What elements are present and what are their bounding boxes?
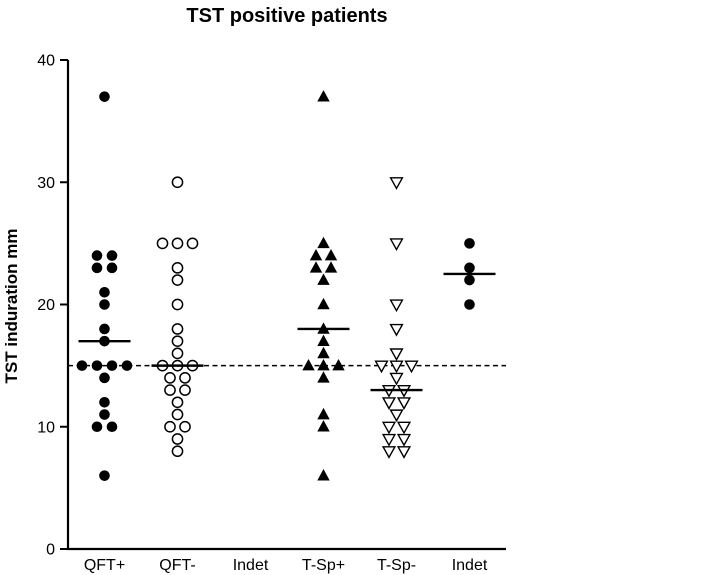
- data-point-filled-circle: [99, 91, 110, 102]
- x-axis-category-label: T-Sp+: [302, 557, 345, 574]
- y-tick-label: 0: [46, 542, 55, 559]
- data-point-filled-circle: [464, 238, 475, 249]
- y-tick-label: 10: [37, 419, 55, 436]
- data-point-open-circle: [171, 433, 184, 445]
- y-tick-label: 20: [37, 297, 55, 314]
- data-point-open-circle: [179, 372, 191, 384]
- data-point-open-triangle-down: [381, 446, 397, 459]
- data-point-filled-circle: [106, 360, 118, 371]
- data-point-open-circle: [171, 408, 184, 421]
- data-point-open-circle: [186, 237, 199, 250]
- data-point-filled-triangle: [317, 273, 330, 285]
- data-point-filled-circle: [106, 421, 118, 433]
- data-point-filled-triangle: [317, 371, 330, 383]
- data-point-filled-triangle: [317, 334, 330, 346]
- data-point-filled-circle: [106, 262, 118, 274]
- data-point-open-triangle-down: [389, 360, 404, 374]
- data-point-open-circle: [179, 384, 191, 396]
- data-point-filled-triangle: [317, 420, 330, 432]
- data-point-filled-triangle: [317, 346, 330, 359]
- y-axis-title: TST induration mm: [2, 229, 21, 384]
- data-point-open-triangle-down: [396, 421, 412, 435]
- data-point-filled-triangle: [317, 407, 330, 420]
- data-point-open-circle: [179, 420, 191, 433]
- data-point-filled-triangle: [317, 469, 330, 481]
- x-axis-category-label: Indet: [233, 557, 269, 574]
- data-point-open-triangle-down: [389, 323, 404, 337]
- data-point-open-circle: [164, 384, 176, 396]
- data-point-filled-triangle: [302, 359, 315, 371]
- data-point-filled-circle: [91, 421, 103, 433]
- data-point-filled-triangle: [324, 249, 338, 261]
- x-axis-category-label: QFT+: [84, 557, 125, 574]
- data-point-open-circle: [171, 298, 184, 311]
- data-point-filled-circle: [99, 409, 110, 420]
- data-point-open-circle: [171, 323, 184, 335]
- data-point-filled-circle: [464, 299, 475, 310]
- data-point-open-triangle-down: [404, 360, 419, 374]
- plot-area: 0 10 20 30 40 QFT+ QFT- Indet T-Sp+ T-Sp- Indet: [37, 53, 506, 574]
- data-point-filled-triangle: [324, 261, 338, 273]
- y-tick-label: 30: [37, 175, 55, 192]
- data-point-filled-circle: [99, 470, 110, 481]
- data-point-open-triangle-down: [389, 238, 404, 252]
- data-point-filled-triangle: [332, 359, 345, 371]
- data-point-open-circle: [171, 176, 184, 189]
- x-axis-category-label: T-Sp-: [377, 557, 416, 574]
- data-point-open-triangle-down: [396, 433, 412, 447]
- data-point-filled-circle: [76, 360, 88, 371]
- data-point-open-triangle-down: [381, 421, 397, 435]
- data-point-open-circle: [171, 347, 184, 360]
- data-point-filled-triangle: [309, 249, 323, 261]
- data-point-filled-circle: [99, 286, 110, 298]
- data-point-filled-circle: [99, 372, 110, 384]
- data-point-open-circle: [156, 237, 169, 250]
- data-point-filled-circle: [464, 262, 475, 274]
- data-point-open-triangle-down: [389, 372, 404, 386]
- data-point-open-circle: [171, 261, 184, 274]
- data-point-filled-triangle: [317, 359, 330, 371]
- data-point-open-circle: [164, 372, 176, 384]
- data-point-open-triangle-down: [381, 397, 397, 410]
- data-point-filled-triangle: [309, 261, 323, 273]
- data-point-open-circle: [171, 274, 184, 286]
- data-point-open-triangle-down: [389, 409, 404, 423]
- data-point-open-circle: [171, 445, 184, 458]
- data-point-open-triangle-down: [389, 299, 404, 313]
- data-point-filled-triangle: [317, 236, 330, 249]
- data-point-filled-triangle: [317, 297, 330, 310]
- y-tick-label: 40: [37, 53, 55, 70]
- data-point-open-triangle-down: [374, 360, 389, 374]
- data-point-open-triangle-down: [381, 433, 397, 447]
- data-point-open-triangle-down: [389, 177, 404, 190]
- data-point-filled-circle: [91, 360, 103, 371]
- data-point-filled-circle: [91, 250, 103, 261]
- x-axis-category-label: QFT-: [159, 557, 195, 574]
- data-point-filled-circle: [464, 274, 475, 286]
- data-point-open-circle: [171, 237, 184, 250]
- data-point-filled-triangle: [317, 90, 330, 102]
- data-point-filled-circle: [99, 299, 110, 310]
- data-point-filled-circle: [99, 323, 110, 335]
- data-point-filled-circle: [121, 360, 133, 371]
- data-point-open-circle: [171, 335, 184, 348]
- data-point-filled-circle: [99, 397, 110, 408]
- data-point-filled-circle: [91, 262, 103, 274]
- data-point-open-triangle-down: [396, 446, 412, 459]
- data-point-open-circle: [164, 420, 176, 433]
- chart-title: TST positive patients: [186, 5, 387, 27]
- x-axis-category-label: Indet: [452, 557, 488, 574]
- data-point-open-triangle-down: [389, 348, 404, 362]
- data-point-filled-circle: [106, 250, 118, 261]
- data-point-open-circle: [171, 396, 184, 409]
- data-point-open-triangle-down: [396, 397, 412, 410]
